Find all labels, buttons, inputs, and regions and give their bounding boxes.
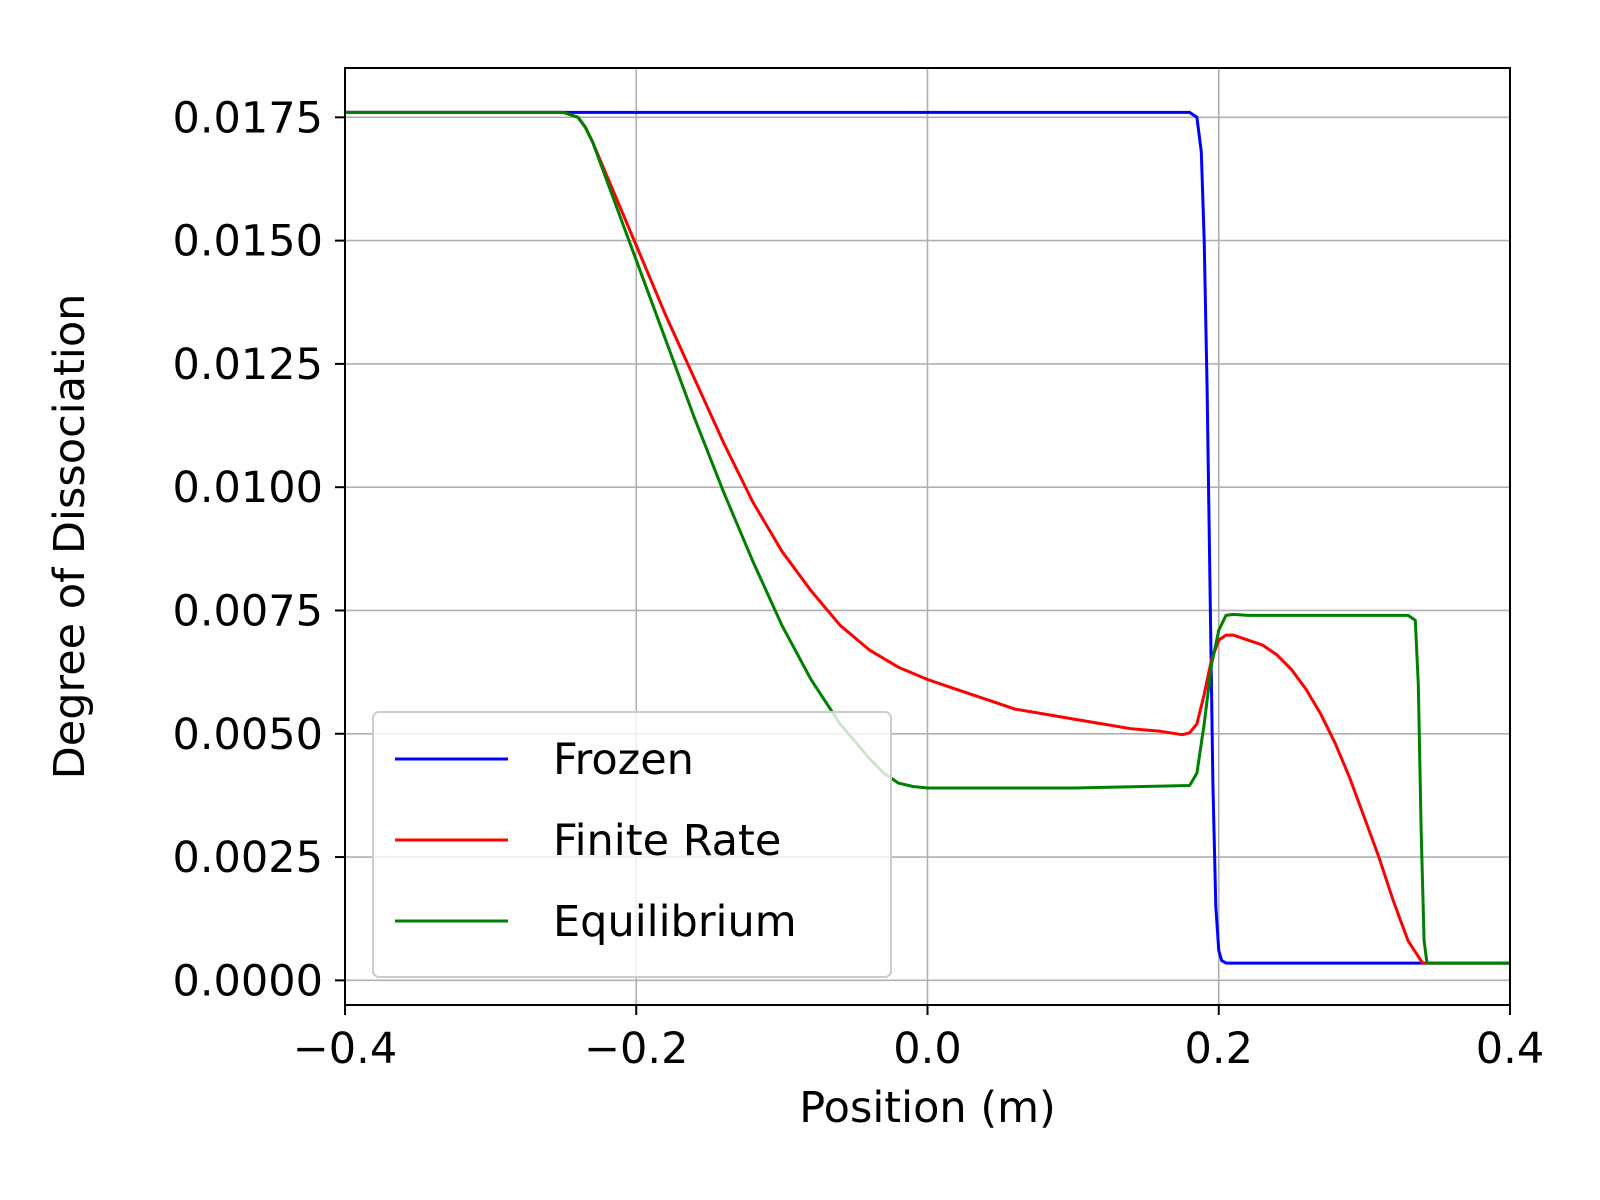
x-axis-label: Position (m) [799,1083,1056,1133]
axis-ticks: −0.4 −0.2 0.0 0.2 0.4 0.0000 0.0025 0.0050 0.007… [173,93,1545,1074]
series-line-finite-rate [345,110,1510,965]
x-tick-label: 0.4 [1476,1024,1544,1074]
series-line-equilibrium [345,110,1510,965]
legend-label-equilibrium: Equilibrium [553,897,797,947]
y-tick-label: 0.0150 [173,217,323,267]
x-tick-label: 0.0 [893,1024,961,1074]
x-tick-label: −0.2 [584,1024,688,1074]
x-tick-label: 0.2 [1185,1024,1253,1074]
legend-label-frozen: Frozen [553,735,694,785]
y-axis-label: Degree of Dissociation [45,294,95,780]
legend-box [372,711,892,978]
series-line-frozen [345,110,1510,965]
y-tick-label: 0.0000 [173,956,323,1006]
y-tick-label: 0.0075 [173,586,323,636]
series-lines [345,110,1510,965]
x-tick-label: −0.4 [293,1024,397,1074]
y-tick-label: 0.0175 [173,93,323,143]
y-tick-label: 0.0025 [173,833,323,883]
y-tick-label: 0.0100 [173,463,323,513]
legend-label-finite-rate: Finite Rate [553,816,781,866]
legend: Frozen Finite Rate Equilibrium [372,711,892,978]
y-tick-label: 0.0050 [173,710,323,760]
y-tick-label: 0.0125 [173,340,323,390]
